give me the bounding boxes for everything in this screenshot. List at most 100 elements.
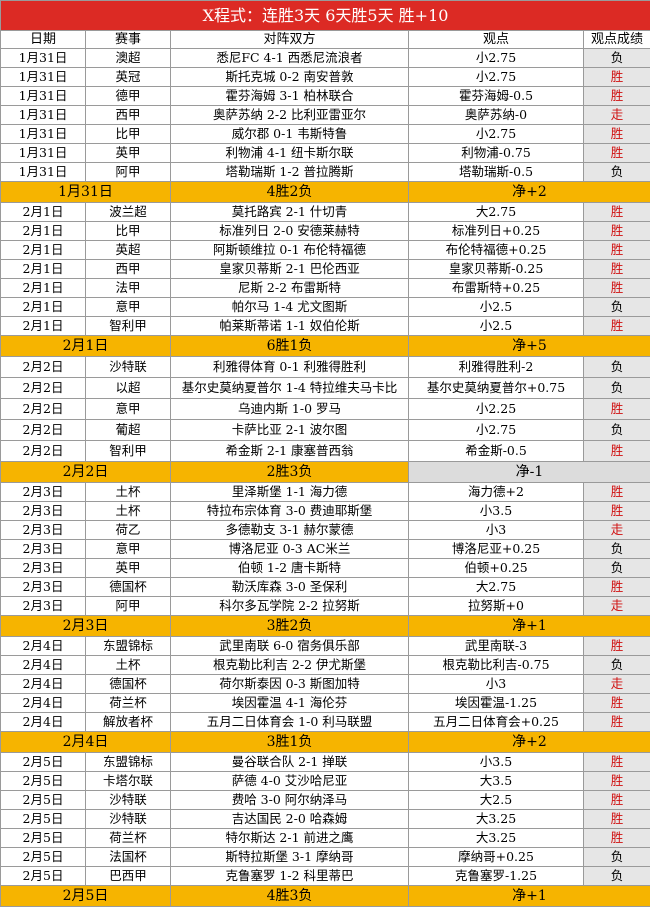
data-row: 2月4日 德国杯 荷尔斯泰因 0-3 斯图加特 小3 走 bbox=[0, 674, 650, 694]
data-row: 2月3日 土杯 特拉布宗体育 3-0 费迪耶斯堡 小3.5 胜 bbox=[0, 501, 650, 521]
cell: 荷兰杯 bbox=[85, 828, 171, 848]
data-row: 2月2日 以超 基尔史莫纳夏普尔 1-4 特拉维夫马卡比 基尔史莫纳夏普尔+0.75 负 bbox=[0, 377, 650, 399]
cell: 巴西甲 bbox=[85, 866, 171, 886]
data-row: 2月3日 阿甲 科尔多瓦学院 2-2 拉努斯 拉努斯+0 走 bbox=[0, 596, 650, 616]
data-row: 2月3日 荷乙 多德勒支 3-1 赫尔蒙德 小3 走 bbox=[0, 520, 650, 540]
cell: 标准列日+0.25 bbox=[408, 221, 584, 241]
cell: 沙特联 bbox=[85, 356, 171, 378]
cell: 根克勒比利吉-0.75 bbox=[408, 655, 584, 675]
summary-record: 3胜1负 bbox=[170, 731, 409, 753]
cell: 意甲 bbox=[85, 539, 171, 559]
cell: 皇家贝蒂斯 2-1 巴伦西亚 bbox=[170, 259, 409, 279]
cell: 曼谷联合队 2-1 掸联 bbox=[170, 752, 409, 772]
result-cell: 走 bbox=[583, 520, 650, 540]
cell: 帕尔马 1-4 尤文图斯 bbox=[170, 297, 409, 317]
result-cell: 负 bbox=[583, 847, 650, 867]
cell: 荷乙 bbox=[85, 520, 171, 540]
result-cell: 胜 bbox=[583, 398, 650, 420]
summary-date: 2月2日 bbox=[0, 461, 171, 483]
cell: 英甲 bbox=[85, 143, 171, 163]
data-row: 2月5日 荷兰杯 特尔斯达 2-1 前进之鹰 大3.25 胜 bbox=[0, 828, 650, 848]
cell: 2月5日 bbox=[0, 771, 86, 791]
data-row: 2月2日 智利甲 希金斯 2-1 康塞普西翁 希金斯-0.5 胜 bbox=[0, 440, 650, 462]
data-row: 1月31日 澳超 悉尼FC 4-1 西悉尼流浪者 小2.75 负 bbox=[0, 48, 650, 68]
cell: 2月3日 bbox=[0, 501, 86, 521]
cell: 斯特拉斯堡 3-1 摩纳哥 bbox=[170, 847, 409, 867]
summary-date: 2月1日 bbox=[0, 335, 171, 357]
cell: 大2.75 bbox=[408, 202, 584, 222]
data-row: 2月5日 东盟锦标 曼谷联合队 2-1 掸联 小3.5 胜 bbox=[0, 752, 650, 772]
cell: 1月31日 bbox=[0, 86, 86, 106]
result-cell: 胜 bbox=[583, 771, 650, 791]
cell: 奥萨苏纳-0 bbox=[408, 105, 584, 125]
result-cell: 胜 bbox=[583, 809, 650, 829]
data-row: 2月4日 东盟锦标 武里南联 6-0 宿务俱乐部 武里南联-3 胜 bbox=[0, 636, 650, 656]
cell: 海力德+2 bbox=[408, 482, 584, 502]
cell: 2月1日 bbox=[0, 221, 86, 241]
data-row: 1月31日 西甲 奥萨苏纳 2-2 比利亚雷亚尔 奥萨苏纳-0 走 bbox=[0, 105, 650, 125]
header-cell: 日期 bbox=[0, 30, 86, 49]
data-row: 2月5日 卡塔尔联 萨德 4-0 艾沙哈尼亚 大3.5 胜 bbox=[0, 771, 650, 791]
header-cell: 赛事 bbox=[85, 30, 171, 49]
cell: 1月31日 bbox=[0, 124, 86, 144]
cell: 阿斯顿维拉 0-1 布伦特福德 bbox=[170, 240, 409, 260]
result-cell: 负 bbox=[583, 297, 650, 317]
cell: 2月3日 bbox=[0, 482, 86, 502]
cell: 小3 bbox=[408, 674, 584, 694]
cell: 英冠 bbox=[85, 67, 171, 87]
cell: 荷兰杯 bbox=[85, 693, 171, 713]
cell: 荷尔斯泰因 0-3 斯图加特 bbox=[170, 674, 409, 694]
cell: 2月5日 bbox=[0, 828, 86, 848]
cell: 皇家贝蒂斯-0.25 bbox=[408, 259, 584, 279]
cell: 2月5日 bbox=[0, 752, 86, 772]
cell: 标准列日 2-0 安德莱赫特 bbox=[170, 221, 409, 241]
cell: 武里南联 6-0 宿务俱乐部 bbox=[170, 636, 409, 656]
result-cell: 胜 bbox=[583, 790, 650, 810]
cell: 卡萨比亚 2-1 波尔图 bbox=[170, 419, 409, 441]
cell: 帕莱斯蒂诺 1-1 奴伯伦斯 bbox=[170, 316, 409, 336]
cell: 五月二日体育会+0.25 bbox=[408, 712, 584, 732]
summary-date: 2月3日 bbox=[0, 615, 171, 637]
cell: 2月2日 bbox=[0, 356, 86, 378]
cell: 意甲 bbox=[85, 297, 171, 317]
cell: 2月4日 bbox=[0, 693, 86, 713]
cell: 1月31日 bbox=[0, 48, 86, 68]
cell: 伯顿+0.25 bbox=[408, 558, 584, 578]
result-cell: 胜 bbox=[583, 693, 650, 713]
cell: 悉尼FC 4-1 西悉尼流浪者 bbox=[170, 48, 409, 68]
result-cell: 负 bbox=[583, 356, 650, 378]
cell: 2月4日 bbox=[0, 674, 86, 694]
cell: 2月1日 bbox=[0, 297, 86, 317]
cell: 沙特联 bbox=[85, 790, 171, 810]
cell: 2月3日 bbox=[0, 596, 86, 616]
cell: 以超 bbox=[85, 377, 171, 399]
result-cell: 胜 bbox=[583, 259, 650, 279]
cell: 1月31日 bbox=[0, 105, 86, 125]
cell: 利物浦-0.75 bbox=[408, 143, 584, 163]
cell: 克鲁塞罗 1-2 科里蒂巴 bbox=[170, 866, 409, 886]
cell: 伯顿 1-2 唐卡斯特 bbox=[170, 558, 409, 578]
result-cell: 走 bbox=[583, 674, 650, 694]
result-cell: 走 bbox=[583, 596, 650, 616]
summary-net: 净+2 bbox=[408, 731, 650, 753]
data-row: 2月1日 波兰超 莫托路宾 2-1 什切青 大2.75 胜 bbox=[0, 202, 650, 222]
cell: 霍芬海姆-0.5 bbox=[408, 86, 584, 106]
summary-record: 4胜2负 bbox=[170, 181, 409, 203]
title: X程式：连胜3天 6天胜5天 胜+10 bbox=[0, 0, 650, 31]
result-cell: 胜 bbox=[583, 712, 650, 732]
cell: 大3.5 bbox=[408, 771, 584, 791]
cell: 拉努斯+0 bbox=[408, 596, 584, 616]
cell: 基尔史莫纳夏普尔+0.75 bbox=[408, 377, 584, 399]
summary-net: 净+1 bbox=[408, 885, 650, 907]
data-row: 1月31日 英甲 利物浦 4-1 纽卡斯尔联 利物浦-0.75 胜 bbox=[0, 143, 650, 163]
cell: 小2.5 bbox=[408, 297, 584, 317]
data-row: 2月5日 巴西甲 克鲁塞罗 1-2 科里蒂巴 克鲁塞罗-1.25 负 bbox=[0, 866, 650, 886]
cell: 2月3日 bbox=[0, 539, 86, 559]
cell: 利雅得体育 0-1 利雅得胜利 bbox=[170, 356, 409, 378]
cell: 西甲 bbox=[85, 105, 171, 125]
cell: 吉达国民 2-0 哈森姆 bbox=[170, 809, 409, 829]
cell: 2月2日 bbox=[0, 377, 86, 399]
cell: 费哈 3-0 阿尔纳泽马 bbox=[170, 790, 409, 810]
data-row: 2月2日 意甲 乌迪内斯 1-0 罗马 小2.25 胜 bbox=[0, 398, 650, 420]
cell: 小2.75 bbox=[408, 48, 584, 68]
